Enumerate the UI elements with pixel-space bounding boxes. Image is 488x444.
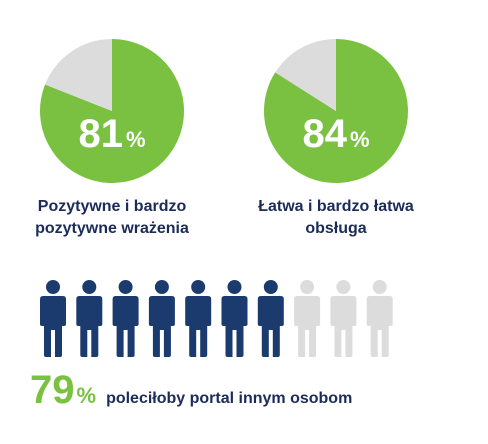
pie-wrap-easy: 84% [263,38,409,184]
person-icon [221,280,248,357]
pie-chart-positive-impressions: 81% Pozytywne i bardzo pozytywne wrażeni… [2,38,222,240]
pie-svg-easy [264,39,408,183]
person-icon [257,280,284,357]
recommend-value-number: 79 [30,368,75,412]
person-icon [366,280,393,357]
person-icon [294,280,321,357]
person-icon [330,280,357,357]
pie-value-number: 81 [78,112,123,156]
recommend-stat: 79 % poleciłoby portal innym osobom [30,370,352,410]
person-icon [40,280,66,357]
pie-chart-easy-use: 84% Łatwa i bardzo łatwa obsługa [226,38,446,240]
pie-value-easy: 84% [263,114,409,154]
pie-value-percent-sign: % [125,127,146,152]
person-icon [76,280,103,357]
pie-slice-main [39,39,184,183]
recommend-label: poleciłoby portal innym osobom [106,390,353,407]
person-icon [112,280,139,357]
person-icon [185,280,212,357]
pie-value-number: 84 [302,112,347,156]
people-pictogram [40,280,400,360]
pie-caption-line-1: Łatwa i bardzo łatwa [258,198,414,215]
recommend-value-percent-sign: % [76,383,97,408]
pie-wrap-positive: 81% [39,38,185,184]
pie-caption-line-1: Pozytywne i bardzo [37,198,187,215]
pie-caption-positive: Pozytywne i bardzo pozytywne wrażenia [2,196,222,240]
pie-value-percent-sign: % [349,127,370,152]
pie-slice-rest [275,39,336,111]
person-icon [148,280,175,357]
pie-caption-line-2: pozytywne wrażenia [35,220,189,237]
people-pictogram-svg [40,280,393,357]
pie-caption-line-2: obsługa [305,220,367,237]
pie-value-positive: 81% [39,114,185,154]
pie-caption-easy: Łatwa i bardzo łatwa obsługa [226,196,446,240]
pie-svg-positive [39,39,184,183]
pie-slice-rest [45,39,112,111]
